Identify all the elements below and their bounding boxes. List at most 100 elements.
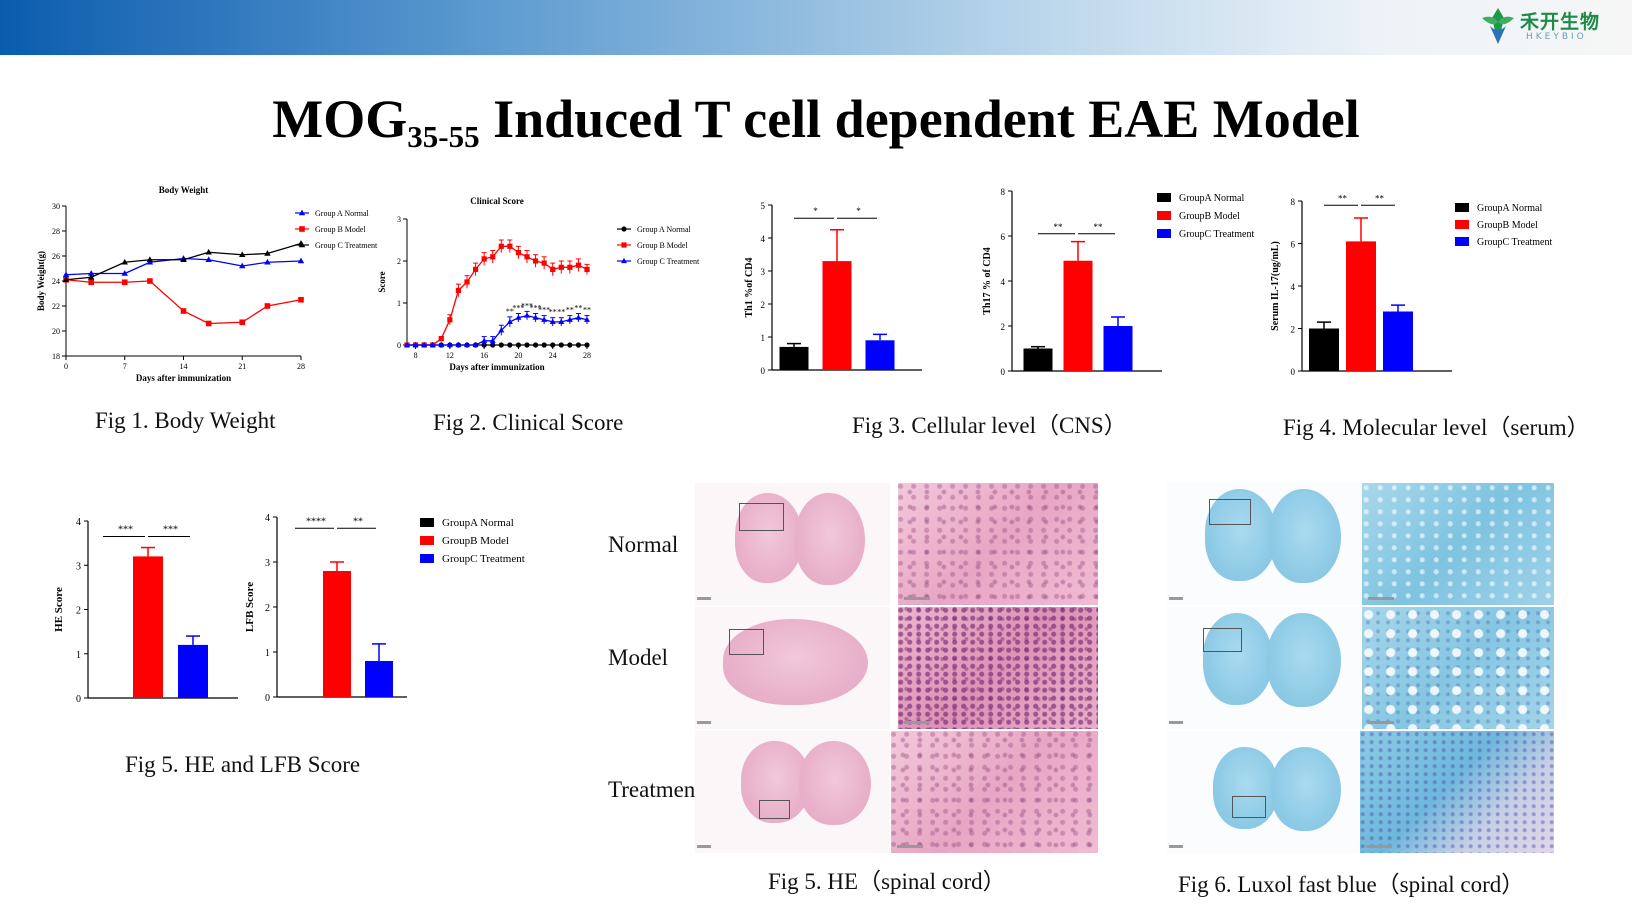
x-tick-label: 28 (583, 351, 591, 360)
bar (178, 644, 208, 698)
significance-mark: *** (521, 301, 533, 310)
legend-swatch (420, 536, 434, 545)
data-point (412, 341, 419, 348)
y-tick-label: 8 (1291, 197, 1296, 207)
bar (1103, 326, 1133, 371)
data-point (421, 341, 428, 348)
legend-label: GroupC Treatment (1477, 237, 1553, 248)
chart-title: Clinical Score (470, 196, 524, 206)
row-label-treatment: Treatment (608, 777, 702, 802)
legend-swatch (1455, 220, 1469, 229)
x-tick-label: 12 (446, 351, 454, 360)
data-point (472, 266, 479, 272)
he-model-detail-image (898, 607, 1098, 729)
y-tick-label: 3 (76, 561, 81, 572)
he-treatment-detail-image (891, 731, 1098, 853)
caption-fig3: Fig 3. Cellular level（CNS） (852, 413, 1127, 438)
data-point (532, 314, 539, 320)
title-suffix: Induced T cell dependent EAE Model (479, 89, 1360, 149)
y-tick-label: 0 (1291, 367, 1296, 377)
page-title: MOG35-55 Induced T cell dependent EAE Mo… (0, 88, 1632, 155)
data-point (464, 279, 470, 285)
series-line (407, 245, 588, 346)
bar (365, 661, 393, 697)
data-point (438, 336, 444, 342)
lfb-treatment-detail-image (1360, 731, 1554, 853)
data-point (429, 341, 436, 348)
legend-swatch (1455, 203, 1469, 212)
bar (1383, 311, 1413, 371)
x-tick-label: 7 (123, 362, 127, 371)
data-point (489, 337, 496, 343)
data-point (205, 256, 212, 262)
y-tick-label: 24 (52, 277, 60, 286)
y-tick-label: 0 (1001, 367, 1006, 377)
data-point (455, 341, 462, 348)
y-tick-label: 4 (76, 517, 81, 528)
x-tick-label: 8 (414, 351, 418, 360)
company-logo: 禾开生物 HKEYBIO (1478, 4, 1628, 52)
y-tick-label: 4 (265, 513, 270, 524)
data-point (567, 342, 573, 348)
significance-mark: ** (353, 516, 363, 527)
lfb-treatment-overview-image (1167, 731, 1362, 853)
legend-swatch (1157, 229, 1171, 238)
x-tick-label: 20 (514, 351, 522, 360)
y-tick-label: 3 (397, 215, 401, 224)
series-line (65, 279, 302, 325)
series-line (407, 314, 588, 346)
data-point (87, 270, 95, 276)
significance-mark: *** (163, 524, 178, 535)
data-point (239, 262, 246, 269)
y-axis-label: Th17 % of CD4 (982, 247, 993, 315)
legend-swatch (1157, 193, 1171, 202)
x-tick-label: 28 (297, 362, 305, 371)
legend-marker (621, 242, 627, 248)
data-point (264, 258, 271, 265)
significance-mark: ** (574, 304, 582, 313)
significance-mark: ** (1054, 222, 1064, 232)
legend-label: Group A Normal (637, 225, 692, 234)
data-point (446, 341, 453, 348)
lfb-model-detail-image (1362, 607, 1554, 729)
data-point (524, 312, 530, 318)
data-point (481, 256, 487, 262)
title-subscript: 35-55 (407, 119, 480, 154)
x-tick-label: 14 (180, 362, 188, 371)
data-point (481, 337, 488, 343)
y-tick-label: 20 (52, 327, 60, 336)
legend-marker (621, 226, 627, 232)
x-axis-label: Days after immunization (449, 362, 544, 372)
bar (1346, 241, 1376, 371)
caption-fig5a: Fig 5. HE and LFB Score (125, 752, 361, 777)
y-tick-label: 1 (761, 333, 766, 343)
significance-mark: ** (1338, 193, 1348, 203)
chart-title: Body Weight (159, 185, 209, 195)
y-axis-label: HE Score (53, 587, 65, 632)
data-point (515, 314, 522, 320)
data-point (297, 257, 305, 264)
bar (865, 340, 895, 370)
th1-bar-chart: 0 1 2 3 4 5 Th1 %of CD4 * * (744, 201, 922, 376)
legend-swatch (420, 518, 434, 527)
significance-mark: *** (512, 304, 524, 313)
he-score-bar-chart: 0 1 2 3 4 HE Score *** *** (53, 517, 238, 705)
y-tick-label: 5 (761, 201, 766, 211)
bar (133, 556, 163, 698)
data-point (121, 279, 128, 286)
lfb-normal-overview-image (1167, 483, 1362, 605)
data-point (507, 243, 513, 249)
caption-fig6: Fig 6. Luxol fast blue（spinal cord） (1178, 872, 1525, 897)
data-point (515, 250, 522, 256)
legend-label: Group B Model (315, 225, 366, 234)
legend-swatch (1455, 237, 1469, 246)
data-point (472, 341, 479, 348)
data-point (532, 258, 539, 264)
data-point (558, 342, 564, 348)
y-tick-label: 8 (1001, 187, 1006, 197)
data-point (558, 318, 565, 324)
y-tick-label: 1 (265, 648, 270, 659)
data-point (498, 342, 504, 348)
data-point (239, 251, 246, 257)
data-point (404, 341, 410, 348)
